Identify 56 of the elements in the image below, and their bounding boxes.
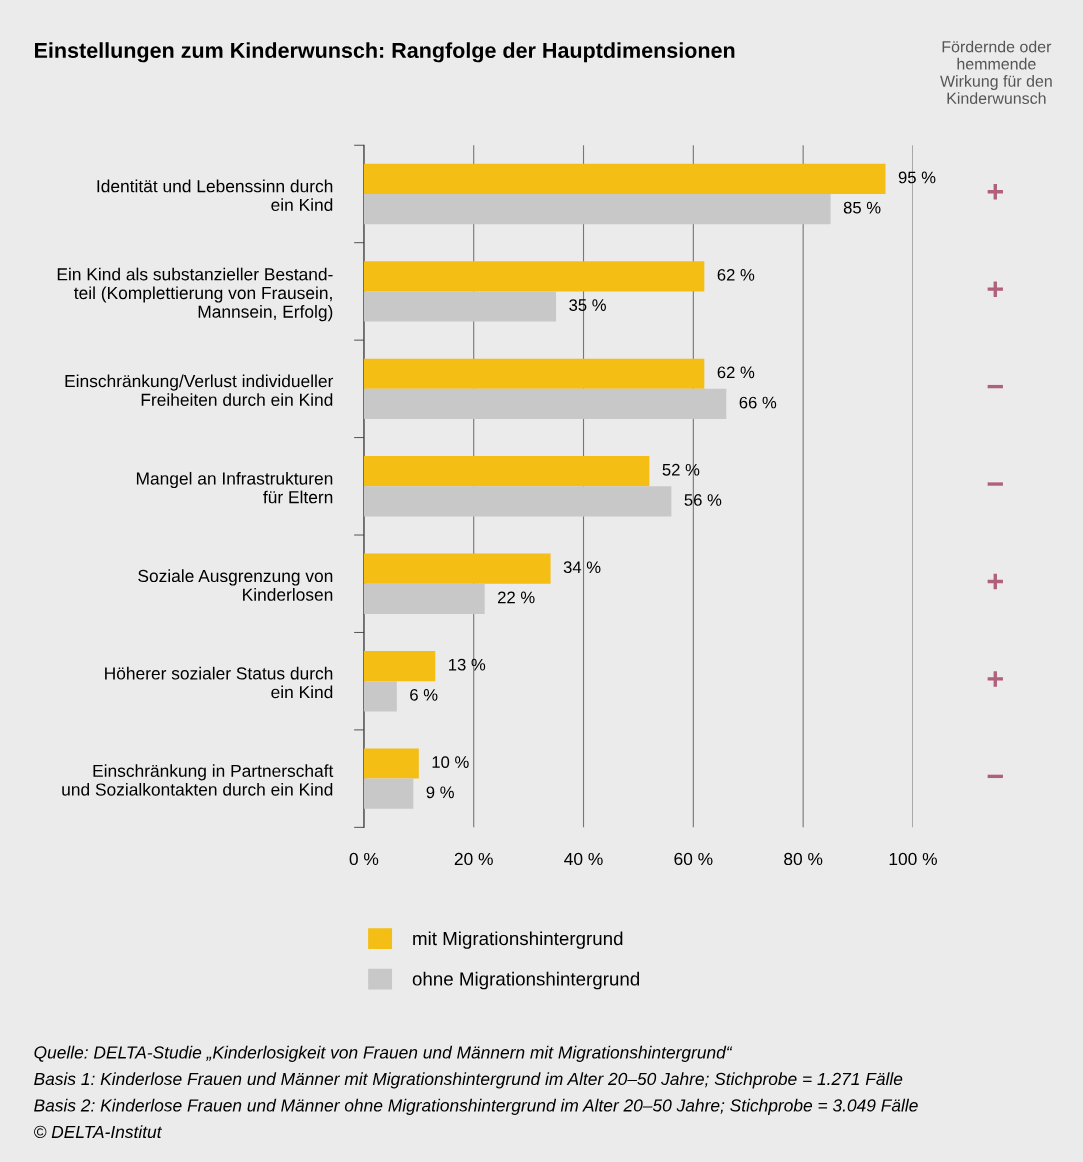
data-label: 10 % xyxy=(432,756,469,768)
bar xyxy=(363,650,436,682)
bar xyxy=(363,553,551,584)
bar xyxy=(363,358,705,389)
data-label: 22 % xyxy=(498,591,535,604)
text: + xyxy=(987,671,1003,687)
data-label: 62 % xyxy=(717,268,755,281)
text: © DELTA-Institut xyxy=(34,1125,163,1139)
y-tick-label: Höherer sozialer Status durch ein Kind xyxy=(105,666,333,699)
text: + xyxy=(987,183,1003,200)
data-label: 56 % xyxy=(684,494,722,506)
text: + xyxy=(987,281,1003,297)
bar xyxy=(363,583,485,614)
bar xyxy=(363,163,886,194)
bar xyxy=(363,681,397,712)
data-label: 85 % xyxy=(843,201,881,214)
data-label: 62 % xyxy=(717,366,755,379)
y-tick-label: Identität und Lebenssinn durch ein Kind xyxy=(97,179,333,212)
text: + xyxy=(987,573,1003,590)
data-label: 66 % xyxy=(739,396,777,409)
y-tick-label: Einschränkung in Partnerschaft und Sozialkontakten durch ein Kind xyxy=(62,764,334,796)
text: − xyxy=(987,482,1003,486)
bar xyxy=(363,388,727,420)
bar xyxy=(363,748,419,779)
y-tick-label: Mangel an Infrastrukturen für Eltern xyxy=(136,471,333,504)
data-label: 52 % xyxy=(662,463,700,476)
bar xyxy=(363,261,705,292)
text: Basis 2: Kinderlose Frauen und Männer ohne Migrationshintergrund im Alter 20–50 Jahre; Stichprobe = 3.049 Fälle xyxy=(34,1098,918,1116)
data-label: 6 % xyxy=(410,688,438,701)
x-tick-label: 40 % xyxy=(564,852,603,866)
data-label: 95 % xyxy=(898,171,936,184)
y-tick-label: Ein Kind als substanzieller Bestand- teil (Komplettierung von Frausein, Mannsein, Erfolg) xyxy=(57,267,333,322)
source-note: Quelle: DELTA-Studie „Kinderlosigkeit von Frauen und Männern mit Migrationshintergrund“ xyxy=(34,1045,733,1063)
y-tick-label: Einschränkung/Verlust individueller Freiheiten durch ein Kind xyxy=(65,374,334,406)
y-tick-label: Soziale Ausgrenzung von Kinderlosen xyxy=(138,569,333,601)
chart-title: Einstellungen zum Kinderwunsch: Rangfolge der Hauptdimensionen xyxy=(35,42,735,63)
x-tick-label: 80 % xyxy=(784,852,823,866)
legend-label: ohne Migrationshintergrund xyxy=(412,971,640,990)
x-tick-label: 60 % xyxy=(674,852,713,866)
text: − xyxy=(987,774,1003,779)
data-label: 34 % xyxy=(563,561,601,574)
x-tick-label: 0 % xyxy=(349,852,379,866)
data-label: 35 % xyxy=(569,299,606,311)
x-tick-label: 100 % xyxy=(889,852,937,866)
bar xyxy=(363,456,650,487)
bar xyxy=(363,486,672,517)
bar xyxy=(363,193,831,225)
text: Basis 1: Kinderlose Frauen und Männer mit Migrationshintergrund im Alter 20–50 Jahre; Stichprobe = 1.271 Fälle xyxy=(34,1072,903,1089)
data-label: 9 % xyxy=(426,786,454,799)
x-tick-label: 20 % xyxy=(454,852,493,866)
text: − xyxy=(987,384,1003,389)
legend-label: mit Migrationshintergrund xyxy=(413,931,623,949)
bar xyxy=(363,291,557,322)
text: Fördernde oder hemmende Wirkung für den Kinderwunsch xyxy=(940,40,1052,105)
data-label: 13 % xyxy=(449,658,486,671)
bar xyxy=(363,778,414,809)
